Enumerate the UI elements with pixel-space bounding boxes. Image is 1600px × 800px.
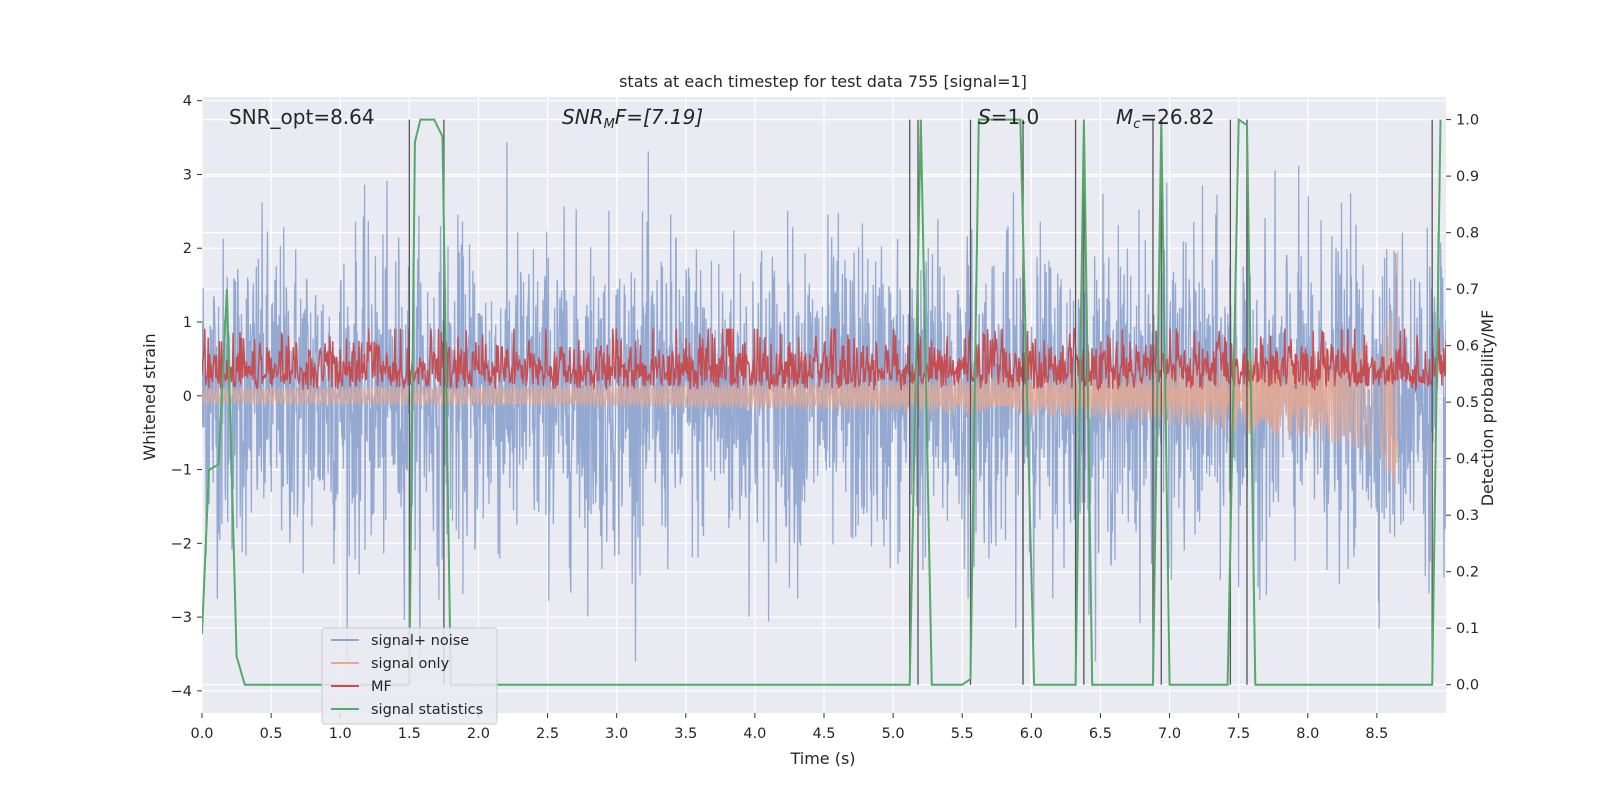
y-right-tick-label: 1.0: [1456, 113, 1479, 129]
series-signal-only-line: [202, 251, 1399, 485]
y-right-tick-label: 0.9: [1456, 169, 1479, 185]
x-tick-label: 2.5: [536, 726, 559, 742]
y-right-axis-label: Detection probability/MF: [1478, 310, 1497, 507]
chart-title: stats at each timestep for test data 755…: [619, 72, 1027, 91]
legend-box: [321, 627, 498, 725]
y-right-tick-label: 0.3: [1456, 508, 1479, 524]
annotation-mc-text: Mc=26.82: [1116, 105, 1214, 132]
x-tick-label: 5.5: [951, 726, 974, 742]
x-tick-label: 8.0: [1296, 726, 1319, 742]
x-tick-label: 5.0: [882, 726, 905, 742]
y-right-tick-label: 0.4: [1456, 452, 1479, 468]
x-tick-label: 1.0: [329, 726, 352, 742]
annotation-snr-mf-text: SNRMF=[7.19]: [562, 105, 703, 132]
annotation-mc: Mc=26.82: [1116, 105, 1214, 132]
x-tick-label: 1.5: [398, 726, 421, 742]
y-tick-label: −4: [171, 684, 192, 700]
y-right-tick-label: 0.5: [1456, 395, 1479, 411]
x-tick-label: 0.5: [260, 726, 283, 742]
legend-label-signal-only: signal only: [371, 656, 450, 672]
x-tick-label: 3.5: [674, 726, 697, 742]
x-axis-label: Time (s): [789, 749, 855, 768]
x-tick-label: 6.0: [1020, 726, 1043, 742]
y-tick-label: −2: [171, 536, 192, 552]
y-right-tick-label: 0.1: [1456, 621, 1479, 637]
y-tick-label: −1: [171, 463, 192, 479]
x-tick-label: 7.5: [1227, 726, 1250, 742]
y-tick-label: −3: [171, 610, 192, 626]
y-tick-label: 0: [183, 389, 192, 405]
y-right-tick-label: 0.0: [1456, 678, 1479, 694]
annotation-snr-opt-text: SNR_opt=8.64: [229, 105, 375, 129]
y-right-tick-label: 0.7: [1456, 282, 1479, 298]
legend-label-mf: MF: [371, 679, 392, 695]
x-tick-label: 8.5: [1365, 726, 1388, 742]
x-tick-label: 7.0: [1158, 726, 1181, 742]
legend: signal+ noise signal only MF signal stat…: [321, 627, 498, 725]
y-right-tick-label: 0.6: [1456, 339, 1479, 355]
annotation-snr-opt: SNR_opt=8.64: [229, 105, 375, 129]
y-tick-label: 2: [183, 241, 192, 257]
data-layer: [202, 117, 1446, 686]
y-right-tick-label: 0.8: [1456, 226, 1479, 242]
x-tick-label: 4.5: [812, 726, 835, 742]
x-tick-label: 0.0: [190, 726, 213, 742]
x-tick-label: 3.0: [605, 726, 628, 742]
annotation-snr-mf: SNRMF=[7.19]: [562, 105, 703, 132]
axes-layer: 0.0 0.5 1.0 1.5 2.0 2.5 3.0 3.5 4.0 4.5 5.0 5.5 6.0 6…: [171, 94, 1479, 742]
y-axis-label: Whitened strain: [140, 333, 159, 460]
legend-label-signal-statistics: signal statistics: [371, 702, 483, 718]
legend-label-signal-noise: signal+ noise: [371, 633, 469, 649]
annotation-s: S=1.0: [978, 105, 1039, 129]
x-tick-label: 2.0: [467, 726, 490, 742]
series-signal-statistics-line: [202, 117, 1442, 686]
x-tick-label: 4.0: [743, 726, 766, 742]
y-tick-label: 3: [183, 167, 192, 183]
y-tick-label: 4: [183, 94, 192, 110]
annotation-s-text: S=1.0: [978, 105, 1039, 129]
y-right-tick-label: 0.2: [1456, 565, 1479, 581]
y-tick-label: 1: [183, 315, 192, 331]
x-tick-label: 6.5: [1089, 726, 1112, 742]
